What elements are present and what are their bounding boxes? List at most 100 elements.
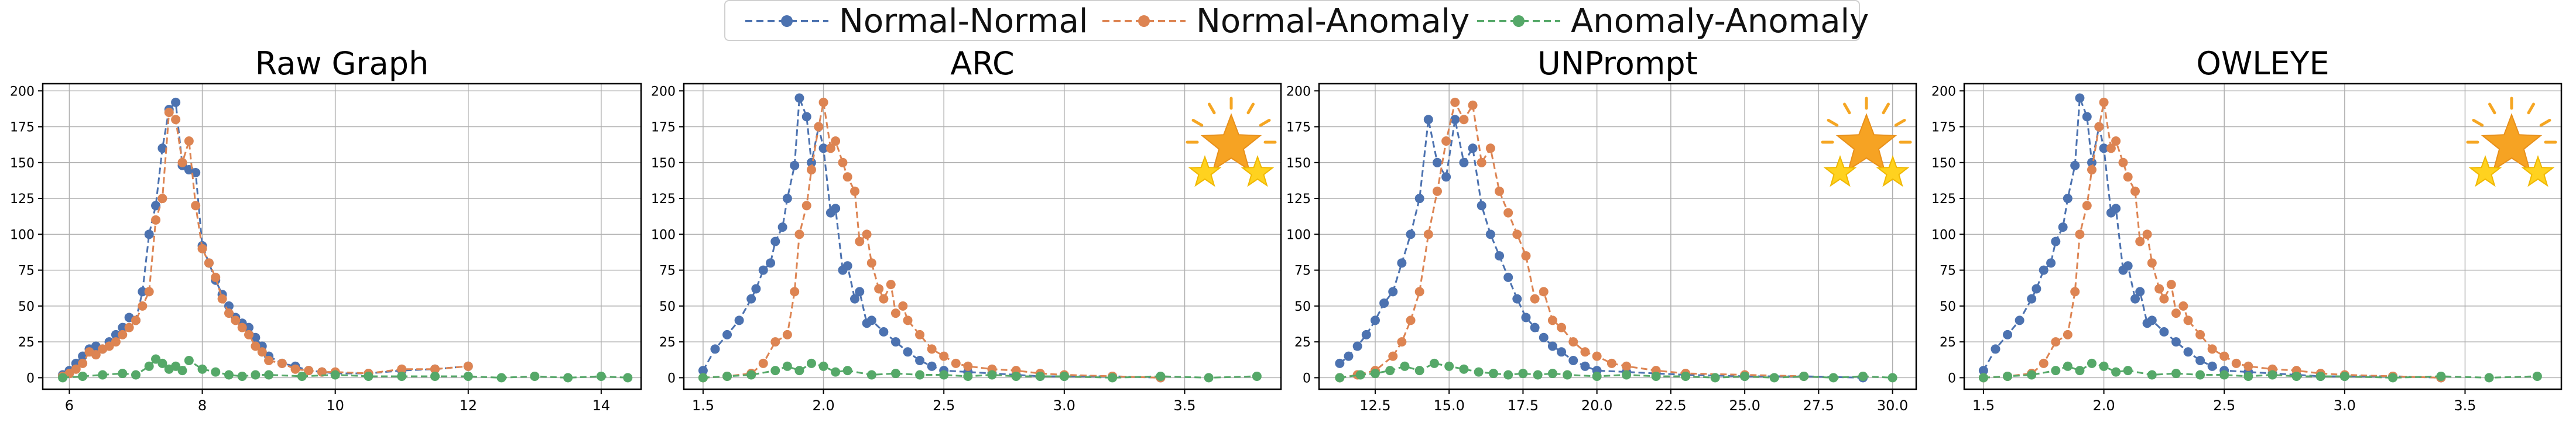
series-normal-anomaly — [698, 97, 1166, 383]
data-point — [1547, 315, 1557, 325]
data-point — [171, 115, 181, 125]
data-point — [2111, 136, 2121, 146]
data-point — [915, 370, 925, 380]
data-point — [1606, 358, 1616, 368]
data-point — [1459, 157, 1469, 167]
data-point — [770, 337, 780, 347]
data-point — [1344, 351, 1354, 361]
data-point — [2130, 186, 2140, 196]
data-point — [2075, 93, 2085, 103]
data-point — [2135, 236, 2145, 246]
data-point — [2159, 294, 2169, 304]
data-point — [898, 301, 908, 311]
data-point — [463, 361, 473, 371]
x-tick-label: 6 — [65, 397, 74, 414]
data-point — [623, 373, 633, 383]
chart-title: ARC — [950, 45, 1014, 82]
series-anomaly-anomaly — [698, 358, 1262, 383]
data-point — [1429, 358, 1439, 368]
star-ray — [1191, 119, 1204, 127]
data-point — [2195, 370, 2205, 380]
data-point — [2291, 371, 2301, 381]
data-point — [364, 371, 374, 381]
data-point — [496, 373, 506, 383]
data-point — [1568, 337, 1578, 347]
data-point — [71, 364, 81, 374]
x-tick-label: 2.0 — [812, 397, 834, 414]
data-point — [2063, 194, 2073, 204]
data-point — [1388, 351, 1398, 361]
data-point — [151, 354, 161, 364]
data-point — [1108, 373, 1118, 383]
data-point — [855, 236, 865, 246]
data-point — [758, 265, 768, 275]
data-point — [157, 194, 167, 204]
data-point — [397, 371, 407, 381]
data-point — [2063, 361, 2073, 371]
data-point — [397, 364, 407, 374]
data-point — [2130, 294, 2140, 304]
data-point — [304, 366, 314, 376]
data-point — [831, 204, 841, 214]
data-point — [138, 301, 148, 311]
data-point — [430, 364, 440, 374]
data-point — [915, 355, 925, 365]
data-point — [2166, 280, 2176, 290]
data-point — [963, 361, 973, 371]
data-point — [1978, 366, 1988, 376]
data-point — [698, 373, 708, 383]
data-point — [2070, 160, 2080, 170]
data-point — [903, 347, 913, 357]
data-point — [2147, 258, 2157, 268]
star-ray — [1246, 102, 1255, 115]
star-ray — [2472, 119, 2484, 127]
data-point — [224, 308, 234, 318]
data-point — [790, 160, 800, 170]
small-star-left — [2468, 155, 2502, 187]
small-star-right — [1241, 155, 1275, 187]
data-point — [2087, 358, 2097, 368]
data-point — [1547, 369, 1557, 379]
data-point — [2070, 287, 2080, 297]
data-point — [1518, 369, 1528, 379]
data-point — [211, 272, 221, 282]
data-point — [939, 370, 949, 380]
data-point — [1441, 172, 1451, 182]
data-point — [2118, 157, 2128, 167]
legend-item-normal-normal: Normal-Normal — [743, 2, 1088, 40]
x-tick-label: 3.5 — [1173, 397, 1195, 414]
data-point — [171, 361, 181, 371]
data-point — [1406, 315, 1416, 325]
data-point — [78, 371, 88, 381]
data-point — [251, 370, 261, 380]
data-point — [1441, 136, 1451, 146]
data-point — [879, 327, 889, 337]
y-tick-label: 0 — [667, 371, 676, 386]
x-tick-label: 22.5 — [1655, 397, 1686, 414]
data-point — [710, 344, 720, 354]
data-point — [2099, 361, 2109, 371]
data-point — [1388, 287, 1398, 297]
data-point — [1710, 373, 1720, 383]
data-point — [801, 201, 811, 211]
x-tick-label: 25.0 — [1729, 397, 1760, 414]
data-point — [1530, 294, 1540, 304]
data-point — [1592, 371, 1602, 381]
data-point — [850, 186, 860, 196]
star-badge-icon — [2466, 97, 2557, 187]
data-point — [151, 201, 161, 211]
series-line — [1982, 97, 2441, 379]
star-ray — [1259, 119, 1271, 127]
data-point — [890, 369, 900, 379]
data-point — [264, 370, 274, 380]
data-point — [939, 351, 949, 361]
x-tick-label: 3.0 — [2334, 397, 2356, 414]
legend: Normal-Normal Normal-Anomaly Anomaly-Ano… — [724, 0, 1869, 41]
big-star — [1835, 113, 1897, 171]
y-tick-label: 175 — [1931, 121, 1956, 135]
data-point — [177, 366, 187, 376]
data-point — [1432, 157, 1442, 167]
data-point — [842, 172, 852, 182]
y-tick-label: 0 — [1948, 371, 1956, 386]
data-point — [879, 294, 889, 304]
